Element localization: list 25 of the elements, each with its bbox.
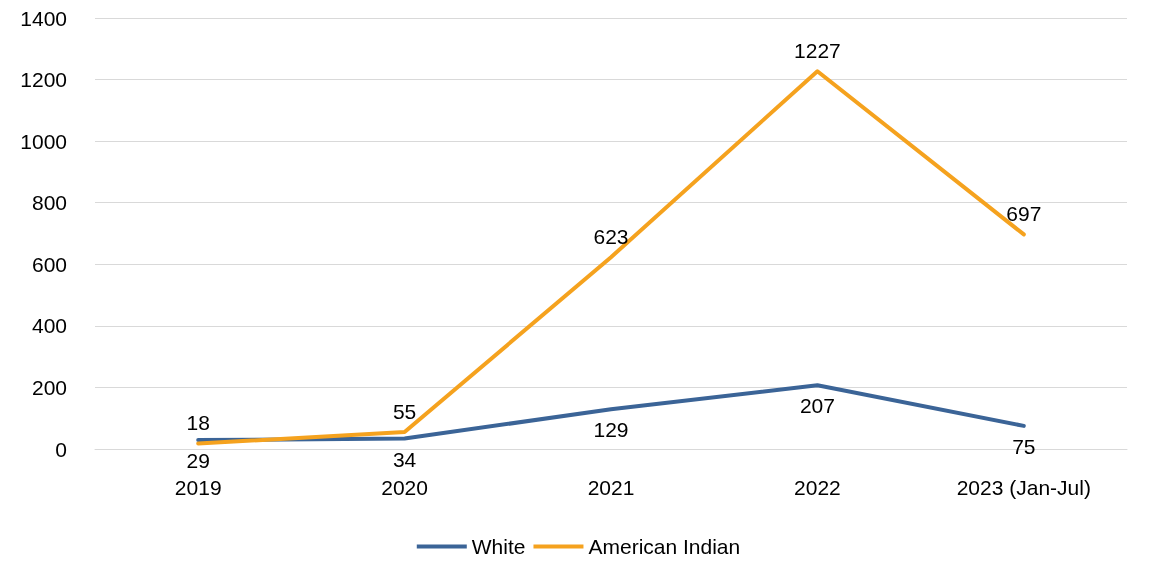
data-label: 29 [186, 449, 210, 473]
data-label: 207 [799, 394, 835, 418]
data-label: 623 [593, 225, 629, 249]
x-tick-label: 2019 [174, 476, 222, 499]
y-tick-label: 600 [31, 252, 67, 276]
data-label: 34 [392, 447, 417, 471]
data-label: 18 [186, 411, 210, 435]
y-tick-label: 200 [31, 375, 67, 399]
y-tick-label: 400 [31, 314, 67, 338]
x-tick-label: 2020 [381, 476, 428, 499]
y-tick-label: 800 [31, 191, 67, 215]
x-tick-label: 2023 (Jan-Jul) [956, 476, 1091, 499]
data-label: 75 [1012, 434, 1036, 458]
x-tick-label: 2022 [794, 476, 841, 499]
y-tick-label: 1000 [20, 129, 67, 153]
data-label: 129 [593, 418, 629, 442]
data-label: 1227 [794, 39, 841, 63]
y-tick-label: 0 [55, 437, 67, 461]
data-label: 697 [1006, 202, 1042, 226]
data-label: 55 [392, 400, 417, 424]
legend-label: White [471, 535, 526, 558]
legend-label: American Indian [588, 535, 741, 558]
x-tick-label: 2021 [587, 476, 635, 499]
y-tick-label: 1200 [20, 68, 67, 92]
y-tick-label: 1400 [20, 6, 67, 30]
